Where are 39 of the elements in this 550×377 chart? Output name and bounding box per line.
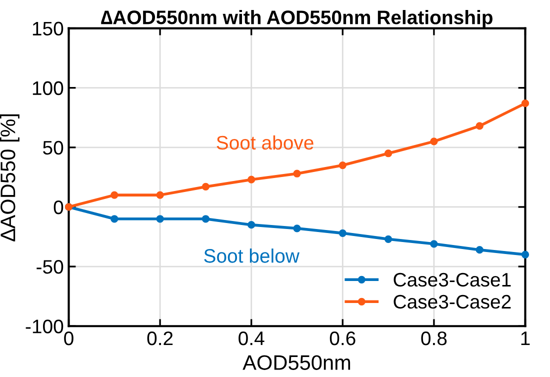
point [521, 100, 530, 108]
point [202, 215, 210, 223]
point [476, 122, 484, 130]
x-tick-label: 0.6 [330, 331, 356, 346]
annotation: Soot above [216, 135, 314, 150]
point [430, 138, 438, 146]
y-tick-label: 150 [32, 22, 64, 36]
point [384, 235, 392, 243]
y-tick-label: 0 [54, 200, 64, 214]
point [110, 191, 118, 199]
point [156, 191, 164, 199]
x-tick-label: 0.8 [421, 331, 447, 346]
point [248, 221, 256, 229]
point [156, 215, 164, 223]
point [430, 240, 438, 248]
legend-label: Case3-Case2 [394, 294, 511, 309]
point [521, 250, 530, 258]
x-axis-title: AOD550nm [242, 355, 350, 370]
point [202, 182, 210, 191]
point [338, 161, 346, 170]
point [248, 176, 256, 184]
x-tick-label: 0.2 [147, 331, 173, 346]
x-tick-label: 0 [64, 331, 74, 346]
y-tick-label: -100 [26, 320, 64, 334]
y-axis-title: ∆AOD550 [%] [0, 114, 20, 242]
y-tick-label: 100 [32, 81, 64, 96]
chart-title: ∆AOD550nm with AOD550nm Relationship [101, 10, 492, 28]
annotation: Soot below [204, 248, 300, 263]
point [384, 150, 392, 158]
x-tick-label: 0.4 [238, 331, 264, 346]
point [476, 246, 484, 254]
legend-label: Case3-Case1 [394, 272, 511, 287]
point [338, 229, 346, 237]
x-tick-label: 1 [521, 332, 530, 346]
y-tick-label: 50 [43, 140, 64, 155]
point [293, 224, 301, 232]
point [110, 215, 118, 223]
point [293, 170, 301, 178]
y-tick-label: -50 [36, 260, 64, 274]
